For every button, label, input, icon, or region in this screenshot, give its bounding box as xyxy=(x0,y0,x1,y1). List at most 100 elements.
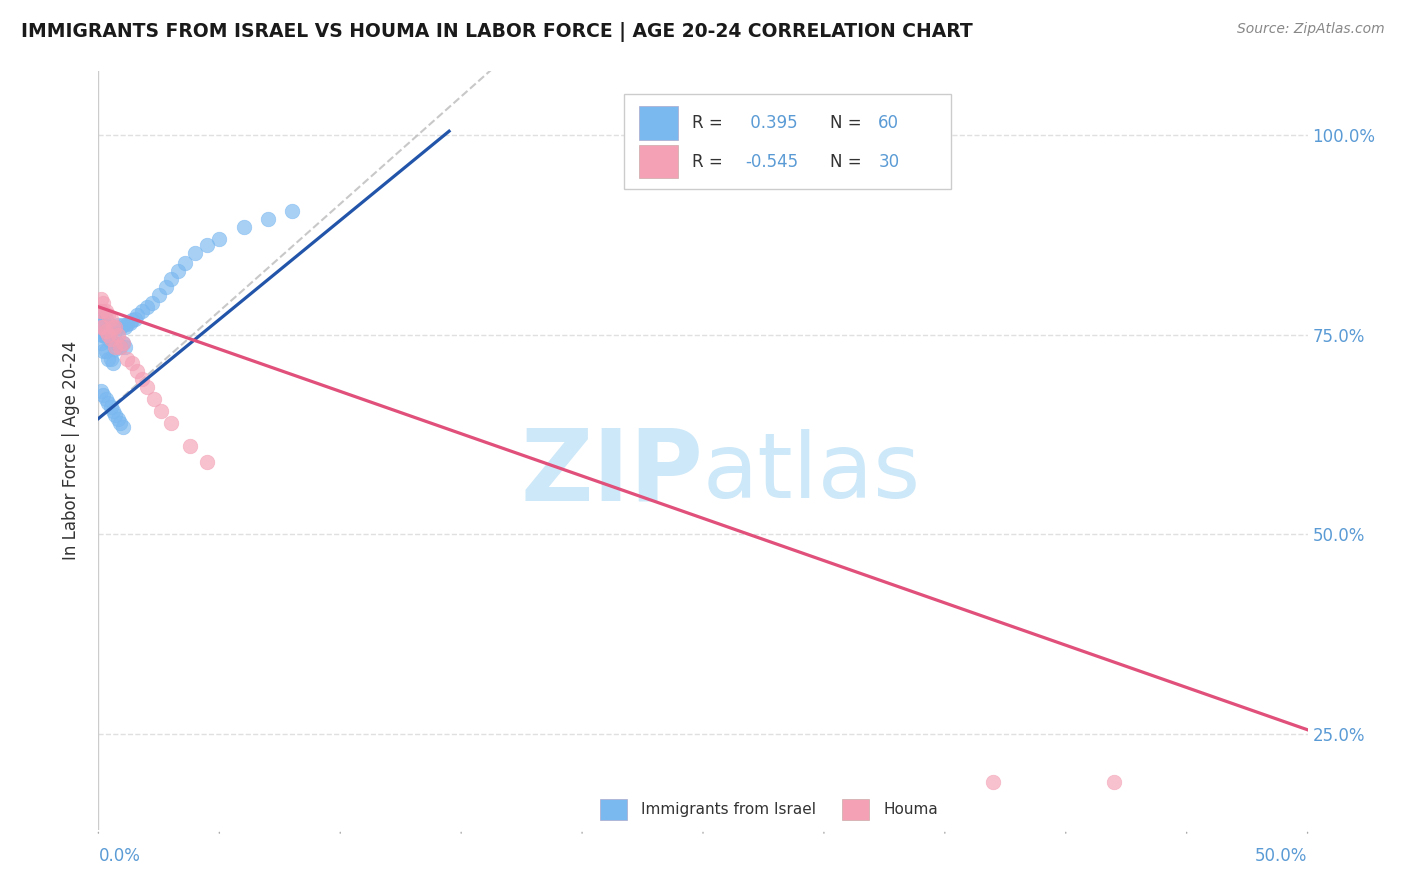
Point xyxy=(195,455,218,469)
Bar xyxy=(600,799,627,821)
Point xyxy=(90,319,112,334)
Point xyxy=(94,303,117,318)
Point xyxy=(981,774,1004,789)
Point xyxy=(101,356,124,370)
Point xyxy=(89,324,111,338)
Text: 60: 60 xyxy=(879,114,900,132)
Point xyxy=(91,343,114,358)
Point xyxy=(174,256,197,270)
Point xyxy=(89,303,111,318)
Text: -0.545: -0.545 xyxy=(745,153,799,170)
Point xyxy=(135,300,157,314)
Point xyxy=(97,327,120,342)
Point xyxy=(101,335,124,350)
Point xyxy=(90,335,112,350)
Point xyxy=(108,340,131,354)
Point xyxy=(107,411,129,425)
Bar xyxy=(638,145,678,178)
Point xyxy=(100,351,122,366)
Point xyxy=(111,318,134,333)
Point xyxy=(97,319,120,334)
Point xyxy=(135,379,157,393)
Point xyxy=(97,332,120,346)
Point xyxy=(100,319,122,334)
Text: ZIP: ZIP xyxy=(520,425,703,522)
Point xyxy=(94,327,117,342)
Bar xyxy=(842,799,869,821)
Point xyxy=(91,295,114,310)
Point xyxy=(94,343,117,358)
Text: IMMIGRANTS FROM ISRAEL VS HOUMA IN LABOR FORCE | AGE 20-24 CORRELATION CHART: IMMIGRANTS FROM ISRAEL VS HOUMA IN LABOR… xyxy=(21,22,973,42)
Text: N =: N = xyxy=(830,153,868,170)
Point xyxy=(107,318,129,333)
Point xyxy=(141,295,163,310)
Point xyxy=(167,264,190,278)
Point xyxy=(104,324,127,338)
Point xyxy=(256,212,278,227)
Point xyxy=(108,340,131,354)
Text: 30: 30 xyxy=(879,153,900,170)
Point xyxy=(100,334,122,348)
Point xyxy=(90,292,112,306)
Text: N =: N = xyxy=(830,114,868,132)
Point xyxy=(131,371,153,385)
Point xyxy=(104,408,127,422)
Point xyxy=(131,303,153,318)
Point xyxy=(90,311,112,326)
Point xyxy=(101,403,124,417)
Point xyxy=(94,324,117,338)
Point xyxy=(94,392,117,406)
Text: 50.0%: 50.0% xyxy=(1256,847,1308,865)
Point xyxy=(121,313,143,327)
Text: R =: R = xyxy=(692,114,728,132)
Point xyxy=(160,272,183,286)
Point xyxy=(91,303,114,318)
Point xyxy=(179,440,201,454)
Point xyxy=(108,416,131,430)
Point xyxy=(91,311,114,326)
Point xyxy=(94,311,117,326)
Bar xyxy=(638,106,678,140)
FancyBboxPatch shape xyxy=(624,95,950,189)
Point xyxy=(97,308,120,322)
Point xyxy=(150,403,173,417)
Point xyxy=(111,335,134,350)
Point xyxy=(155,280,177,294)
Point xyxy=(90,384,112,398)
Point xyxy=(104,342,127,356)
Point xyxy=(281,204,304,219)
Point xyxy=(90,303,112,318)
Point xyxy=(101,321,124,335)
Point xyxy=(104,319,127,334)
Point xyxy=(184,246,207,260)
Point xyxy=(107,337,129,351)
Point xyxy=(100,311,122,326)
Point xyxy=(111,419,134,434)
Point xyxy=(118,316,141,330)
Point xyxy=(143,392,166,406)
Point xyxy=(89,319,111,334)
Point xyxy=(114,319,136,334)
Point xyxy=(100,400,122,414)
Text: 0.0%: 0.0% xyxy=(98,847,141,865)
Point xyxy=(91,319,114,334)
Point xyxy=(97,395,120,409)
Point xyxy=(160,416,183,430)
Text: Source: ZipAtlas.com: Source: ZipAtlas.com xyxy=(1237,22,1385,37)
Point xyxy=(148,288,170,302)
Y-axis label: In Labor Force | Age 20-24: In Labor Force | Age 20-24 xyxy=(62,341,80,560)
Point xyxy=(124,311,146,326)
Point xyxy=(111,335,134,350)
Point xyxy=(97,351,120,366)
Point xyxy=(121,356,143,370)
Point xyxy=(104,340,127,354)
Point xyxy=(100,332,122,346)
Point xyxy=(114,340,136,354)
Point xyxy=(108,321,131,335)
Text: Houma: Houma xyxy=(883,802,938,817)
Point xyxy=(127,308,149,322)
Point xyxy=(208,232,231,246)
Text: atlas: atlas xyxy=(703,429,921,517)
Point xyxy=(1102,774,1125,789)
Point xyxy=(107,327,129,342)
